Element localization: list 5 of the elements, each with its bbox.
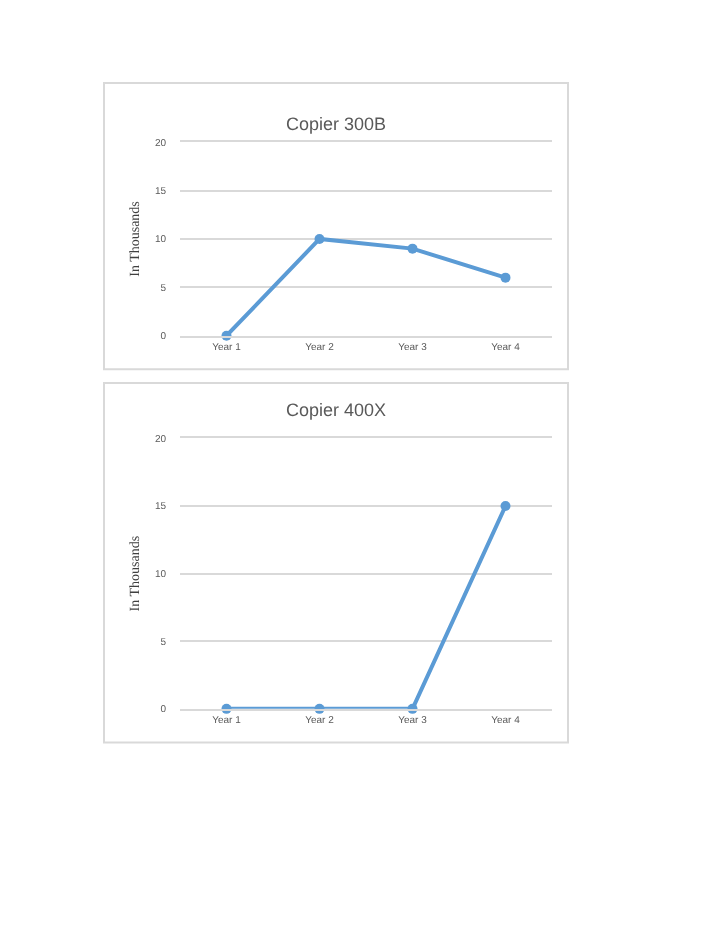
point xyxy=(500,272,511,283)
point xyxy=(407,243,418,254)
chart-title: Copier 300B xyxy=(286,114,387,134)
point xyxy=(314,233,325,244)
chart-title: Copier 400X xyxy=(286,400,387,420)
